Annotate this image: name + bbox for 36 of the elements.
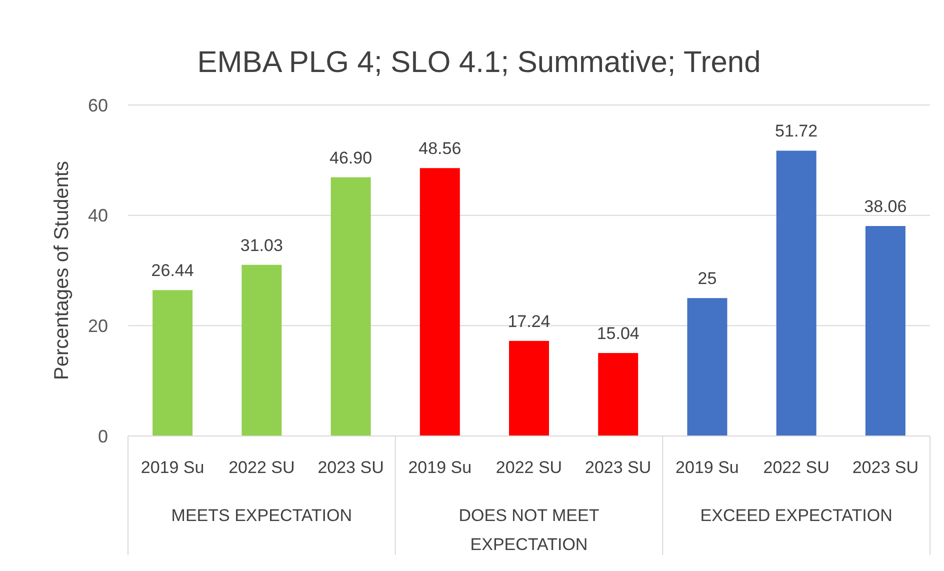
text: DOES NOT MEET EXPECTATION [458,506,600,554]
bar [776,150,816,436]
bar [152,290,193,436]
data-label: 31.03 [240,236,283,255]
x-tick-label: 2023 SU [852,458,919,477]
chart-title: EMBA PLG 4; SLO 4.1; Summative; Trend [197,46,761,79]
bar [420,168,460,436]
y-axis-title: Percentages of Students [51,160,73,380]
data-label: 26.44 [151,261,194,280]
bar [330,177,371,436]
y-tick-label: 40 [88,206,108,226]
text: EXCEED EXPECTATION [700,506,892,525]
x-tick-label: 2019 Su [676,458,739,477]
data-label: 17.24 [508,312,550,331]
data-label: 46.90 [330,148,372,168]
x-tick-label: 2019 Su [140,458,204,477]
x-tick-label: 2022 SU [228,458,295,477]
x-tick-label: 2022 SU [763,458,830,477]
bar [598,353,638,436]
data-label: 15.04 [596,324,640,344]
data-label: 48.56 [418,139,462,158]
y-tick-label: 20 [88,316,108,336]
bar [242,264,282,436]
x-tick-label: 2019 Su [408,458,472,477]
x-tick-label: 2022 SU [496,458,562,477]
y-tick-label: 60 [88,95,108,116]
bar [687,298,728,436]
bar [509,340,549,436]
x-tick-label: 2023 SU [585,458,652,477]
data-label: 51.72 [775,122,818,141]
data-label: 25 [698,269,717,288]
x-tick-label: 2023 SU [318,458,384,477]
text: MEETS EXPECTATION [171,506,352,525]
y-tick-label: 0 [98,426,108,446]
data-label: 38.06 [864,197,907,216]
bar [865,226,906,436]
